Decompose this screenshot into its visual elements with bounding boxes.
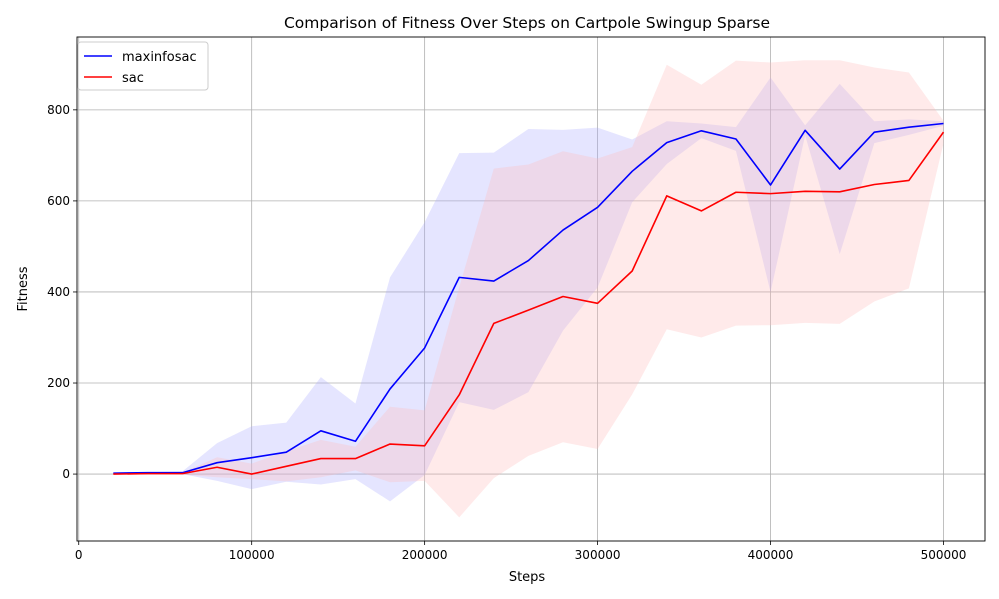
y-axis-ticks: 0 200 400 600 800 (47, 103, 77, 481)
points-maxinfosac (113, 123, 944, 474)
y-tick-label: 400 (47, 285, 70, 299)
y-tick-label: 200 (47, 376, 70, 390)
grid (77, 37, 985, 541)
points-sac (113, 132, 944, 475)
confidence-bands (113, 60, 944, 518)
legend-label-maxinfosac: maxinfosac (122, 50, 197, 65)
legend-box (77, 41, 209, 91)
legend-label-sac: sac (122, 71, 144, 86)
band-sac (113, 60, 944, 518)
y-axis-label: Fitness (16, 266, 31, 311)
y-tick-label: 800 (47, 103, 70, 117)
x-tick-label: 100000 (229, 548, 275, 562)
band-maxinfosac (113, 77, 944, 502)
chart-title: Comparison of Fitness Over Steps on Cart… (284, 14, 770, 32)
y-tick-label: 0 (62, 467, 70, 481)
plot-frame (76, 36, 986, 542)
series-lines (113, 122, 945, 475)
x-axis-label: Steps (509, 570, 546, 585)
x-axis-ticks: 0 100000 200000 300000 400000 500000 (75, 541, 966, 562)
x-tick-label: 500000 (921, 548, 967, 562)
x-tick-label: 200000 (402, 548, 448, 562)
legend: maxinfosac sac (77, 41, 209, 91)
x-tick-label: 400000 (748, 548, 794, 562)
x-tick-label: 0 (75, 548, 83, 562)
y-tick-label: 600 (47, 194, 70, 208)
x-tick-label: 300000 (575, 548, 621, 562)
